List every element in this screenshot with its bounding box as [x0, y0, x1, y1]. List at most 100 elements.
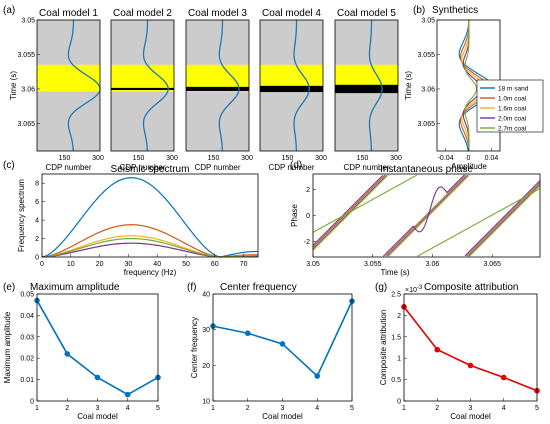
xtick-label: 4 — [126, 405, 130, 412]
phase-curve — [312, 174, 389, 251]
ytick-label: 3.065 — [417, 121, 435, 128]
coal-model-axes — [36, 19, 101, 152]
xtick-label: 300 — [92, 155, 104, 162]
phase-curve — [385, 174, 467, 257]
ytick-label: 30 — [202, 327, 210, 334]
coal-model-axes — [185, 19, 250, 152]
xtick-label: 300 — [166, 155, 178, 162]
xlabel-a: CDP number — [45, 163, 91, 172]
xtick-label: 5 — [535, 405, 539, 412]
xtick-label: 3 — [281, 405, 285, 412]
data-line — [212, 300, 353, 378]
ylabel-d: Phase — [290, 204, 299, 227]
coal-model-title: Coal model 2 — [113, 8, 172, 19]
xtick-label: 10 — [67, 261, 75, 268]
ytick-label: 4 — [35, 218, 39, 225]
title-e: Maximum amplitude — [30, 282, 120, 293]
xtick-label: 150 — [208, 155, 220, 162]
coal-model-title: Coal model 4 — [262, 8, 321, 19]
xlabel-f: Coal model — [262, 412, 303, 421]
ytick-label: 3.055 — [417, 52, 435, 59]
ylabel-g: Composite attribution — [379, 310, 388, 386]
phase-curve — [386, 174, 469, 257]
panel-label-d: (d) — [290, 160, 302, 171]
coal-model-title: Coal model 5 — [337, 8, 396, 19]
axes-c — [41, 173, 259, 258]
title-b: Synthetics — [432, 5, 478, 16]
xtick-label: 60 — [211, 261, 219, 268]
xtick-label: 1 — [402, 405, 406, 412]
phase-curve — [417, 188, 541, 257]
ytick-label: 1.5 — [391, 334, 401, 341]
data-point — [279, 341, 286, 347]
data-point — [94, 374, 101, 381]
data-point — [124, 391, 131, 398]
ytick-label: 1 — [397, 356, 401, 363]
xlabel-g: Coal model — [450, 412, 491, 421]
xtick-label: 70 — [240, 261, 248, 268]
phase-curve — [468, 184, 541, 257]
panel-label-f: (f) — [187, 282, 196, 293]
title-d: Instantaneous phase — [380, 164, 473, 175]
data-line — [36, 300, 159, 396]
xtick-label: 3 — [469, 405, 473, 412]
data-point — [434, 346, 441, 353]
xtick-label: 3.065 — [483, 261, 501, 268]
xtick-label: 3.05 — [306, 261, 320, 268]
xtick-label: -0.04 — [438, 155, 454, 162]
spectrum-curve — [41, 235, 258, 258]
ytick-label: 20 — [202, 363, 210, 370]
ytick-label: 0.03 — [20, 334, 34, 341]
axis-exponent-power: -3 — [417, 285, 423, 291]
axis-exponent: ×10-3 — [405, 285, 423, 294]
xlabel-e: Coal model — [77, 412, 118, 421]
xtick-label: 0 — [467, 155, 471, 162]
ylabel-f: Center frequency — [190, 317, 199, 378]
xtick-label: 5 — [156, 405, 160, 412]
xtick-label: 3.06 — [426, 261, 440, 268]
synthetic-trace — [464, 20, 478, 151]
phase-curve — [382, 174, 465, 257]
yellow-band — [37, 64, 100, 92]
coal-layer-bar — [260, 85, 323, 93]
xtick-label: 150 — [133, 155, 145, 162]
ytick-label: 3.055 — [17, 52, 35, 59]
seismic-trace — [293, 19, 310, 152]
ytick-label: 0 — [397, 399, 401, 406]
ytick-label: 0.5 — [391, 377, 401, 384]
ytick-label: 0 — [35, 255, 39, 262]
xlabel-b: Amplitude — [451, 162, 487, 171]
spectrum-curve — [41, 237, 258, 258]
coal-layer-bar — [335, 84, 398, 94]
xtick-label: 20 — [96, 261, 104, 268]
seismic-trace — [368, 20, 383, 152]
panel-label-g: (g) — [375, 282, 387, 293]
xtick-label: 0 — [40, 261, 44, 268]
phase-curve — [469, 185, 541, 257]
ytick-label: 8 — [35, 181, 39, 188]
ytick-label: 40 — [202, 292, 210, 299]
coal-model-title: Coal model 1 — [39, 8, 98, 19]
ylabel-a: Time (s) — [9, 71, 18, 100]
ytick-label: 2 — [397, 313, 401, 320]
ytick-label: 0 — [30, 399, 34, 406]
xtick-label: 300 — [390, 155, 402, 162]
yellow-band — [111, 64, 174, 92]
xlabel-c: frequency (Hz) — [124, 268, 177, 277]
xtick-label: 150 — [357, 155, 369, 162]
ytick-label: 3.05 — [421, 18, 435, 25]
xtick-label: 150 — [59, 155, 71, 162]
xlabel-a: CDP number — [194, 163, 240, 172]
xtick-label: 300 — [315, 155, 327, 162]
ytick-label: 0.04 — [20, 313, 34, 320]
title-c: Seismic spectrum — [111, 164, 190, 175]
ytick-label: 3.06 — [421, 86, 435, 93]
ytick-label: 2.5 — [391, 292, 401, 299]
xtick-label: 2 — [246, 405, 250, 412]
legend-entry: 18 m sand — [498, 85, 529, 92]
xtick-label: 2 — [435, 405, 439, 412]
ylabel-e: Maximum amplitude — [3, 311, 12, 383]
coal-layer-bar — [111, 87, 174, 90]
xtick-label: 4 — [315, 405, 319, 412]
